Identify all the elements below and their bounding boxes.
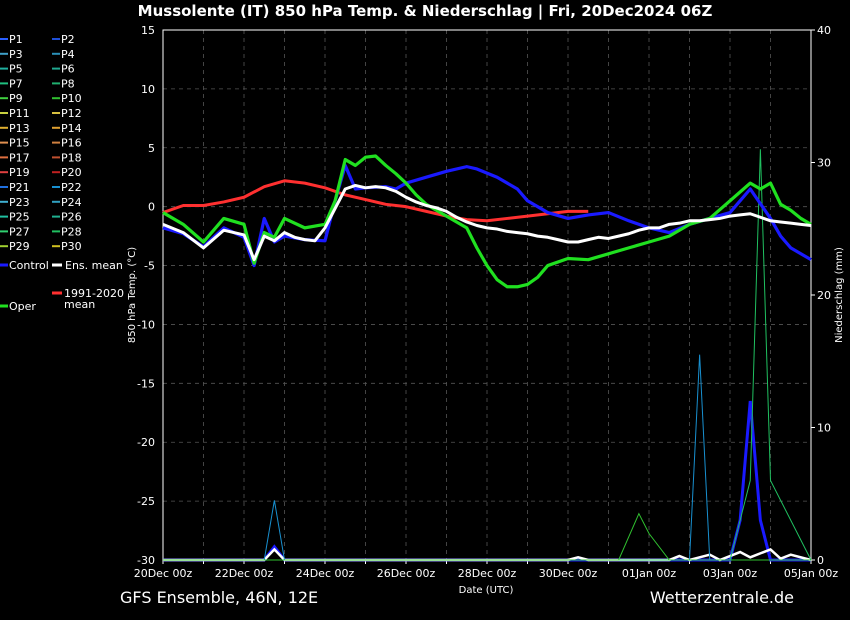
x-tick-label: 05Jan 00z: [784, 567, 838, 580]
legend-label: P25: [9, 211, 30, 224]
series-line-1991-2020-mean: [162, 179, 589, 223]
y-tick-right: 20: [817, 289, 831, 302]
legend-label: P19: [9, 166, 30, 179]
grid: [162, 29, 812, 561]
legend-label: P27: [9, 225, 30, 238]
legend-label: P11: [9, 107, 30, 120]
x-tick-label: 30Dec 00z: [539, 567, 598, 580]
y-tick-left: -5: [144, 260, 155, 273]
legend-label: P3: [9, 48, 23, 61]
x-tick-label: 22Dec 00z: [215, 567, 274, 580]
y-tick-left: 15: [141, 24, 155, 37]
legend-label: P6: [61, 63, 75, 76]
y-tick-right: 30: [817, 157, 831, 170]
legend-label: P23: [9, 196, 30, 209]
legend-label: Oper: [9, 300, 36, 313]
x-tick-label: 20Dec 00z: [134, 567, 193, 580]
precip-line-p28: [163, 149, 812, 561]
footer-site: Wetterzentrale.de: [649, 588, 794, 607]
y-tick-left: -10: [137, 318, 155, 331]
x-tick-label: 26Dec 00z: [377, 567, 436, 580]
legend-label: P10: [61, 92, 82, 105]
x-tick-label: 24Dec 00z: [296, 567, 355, 580]
legend-label: P13: [9, 122, 30, 135]
legend-label: P8: [61, 77, 75, 90]
y-tick-left: 5: [148, 142, 155, 155]
x-tick-label: 03Jan 00z: [703, 567, 757, 580]
legend-label: Ens. mean: [65, 259, 123, 272]
x-tick-label: 28Dec 00z: [458, 567, 517, 580]
legend-label: P29: [9, 240, 30, 253]
legend-label: P28: [61, 225, 82, 238]
legend-label: P9: [9, 92, 23, 105]
footer-source: GFS Ensemble, 46N, 12E: [120, 588, 319, 607]
legend-label: P15: [9, 137, 30, 150]
legend-label: P30: [61, 240, 82, 253]
tick-labels: 15 10 5 0 -5 -10 -15 -20 -25 -30 40 30 20 10 0 20Dec 00…: [134, 24, 839, 580]
legend-label: P20: [61, 166, 82, 179]
legend-label: P5: [9, 63, 23, 76]
series-line-ens-mean: [162, 183, 812, 262]
legend-label: P21: [9, 181, 30, 194]
legend-label: P16: [61, 137, 82, 150]
legend-label: P4: [61, 48, 75, 61]
y-axis-label-right: Niederschlag (mm): [834, 247, 845, 343]
y-tick-left: -25: [137, 495, 155, 508]
chart-title: Mussolente (IT) 850 hPa Temp. & Niedersc…: [137, 2, 713, 20]
y-tick-left: -20: [137, 436, 155, 449]
legend-label: P7: [9, 77, 23, 90]
series-line-oper: [162, 154, 812, 289]
legend-label: P17: [9, 151, 30, 164]
precipitation-lines: [163, 149, 812, 562]
legend-label: P2: [61, 33, 75, 46]
axes: [162, 29, 815, 564]
legend-label: P12: [61, 107, 82, 120]
legend-label: P1: [9, 33, 23, 46]
x-tick-label: 01Jan 00z: [622, 567, 676, 580]
x-axis-label: Date (UTC): [459, 585, 514, 596]
y-axis-label-left: 850 hPa Temp. (°C): [127, 247, 138, 343]
legend-label: P14: [61, 122, 82, 135]
legend-label: P22: [61, 181, 82, 194]
legend-label: P24: [61, 196, 82, 209]
legend-label: 1991-2020 mean: [64, 287, 124, 311]
legend-label: Control: [9, 259, 49, 272]
precip-line-p10: [163, 512, 811, 561]
temperature-lines: [162, 154, 812, 289]
legend-label: P26: [61, 211, 82, 224]
y-tick-right: 40: [817, 24, 831, 37]
legend-label: P18: [61, 151, 82, 164]
y-tick-left: -30: [137, 554, 155, 567]
y-tick-left: -15: [137, 377, 155, 390]
y-tick-left: 10: [141, 83, 155, 96]
y-tick-right: 0: [817, 554, 824, 567]
y-tick-left: 0: [148, 201, 155, 214]
y-tick-right: 10: [817, 422, 831, 435]
